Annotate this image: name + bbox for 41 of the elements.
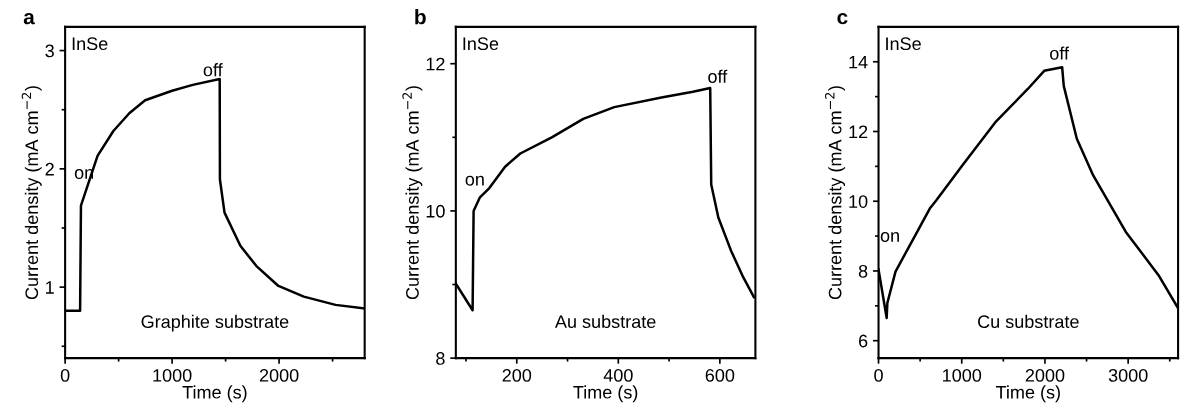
annotation: on	[880, 232, 899, 242]
x-tick-label: 0	[874, 369, 883, 382]
annotation: on	[465, 175, 484, 186]
x-tick-label: 1000	[943, 369, 982, 382]
y-tick-label: 3	[45, 44, 54, 58]
annotation: Au substrate	[554, 314, 656, 329]
y-tick-label: 8	[436, 352, 445, 365]
x-tick-label: 3000	[1108, 369, 1148, 382]
annotation: InSe	[72, 37, 108, 51]
x-tick-label: 2000	[259, 369, 299, 382]
y-tick-label: 14	[849, 55, 868, 69]
x-axis-title: Time (s)	[995, 385, 1060, 403]
x-axis-title: Time (s)	[573, 385, 638, 403]
x-tick-label: 2000	[1025, 369, 1065, 382]
annotation: off	[708, 69, 728, 83]
x-tick-label: 200	[502, 369, 532, 382]
annotation: off	[203, 63, 223, 77]
y-tick-label: 6	[858, 334, 868, 348]
y-tick-label: 12	[849, 125, 868, 139]
y-tick-label: 12	[426, 57, 445, 71]
y-tick-label: 2	[45, 162, 54, 176]
x-tick-label: 400	[603, 369, 633, 382]
x-tick-label: 600	[705, 369, 735, 382]
chart-title: c	[837, 12, 848, 25]
y-axis-title: Current density (mA cm$^{−2}$)	[21, 86, 42, 300]
x-tick-label: 0	[60, 369, 70, 382]
annotation: Cu substrate	[978, 314, 1079, 329]
x-tick-label: 1000	[153, 369, 192, 382]
y-axis-title: Current density (mA cm$^{−2}$)	[402, 86, 423, 300]
y-tick-label: 10	[426, 204, 445, 218]
y-tick-label: 8	[858, 264, 868, 278]
annotation: Graphite substrate	[141, 314, 289, 332]
chart-title: a	[23, 12, 35, 25]
annotation: InSe	[463, 37, 499, 51]
annotation: off	[1050, 46, 1070, 60]
chart-title: b	[415, 9, 426, 25]
annotation: InSe	[886, 37, 921, 51]
x-axis-title: Time (s)	[182, 385, 247, 403]
y-axis-title: Current density (mA cm$^{−2}$)	[825, 86, 846, 300]
y-tick-label: 1	[46, 281, 54, 294]
y-tick-label: 10	[849, 195, 868, 208]
